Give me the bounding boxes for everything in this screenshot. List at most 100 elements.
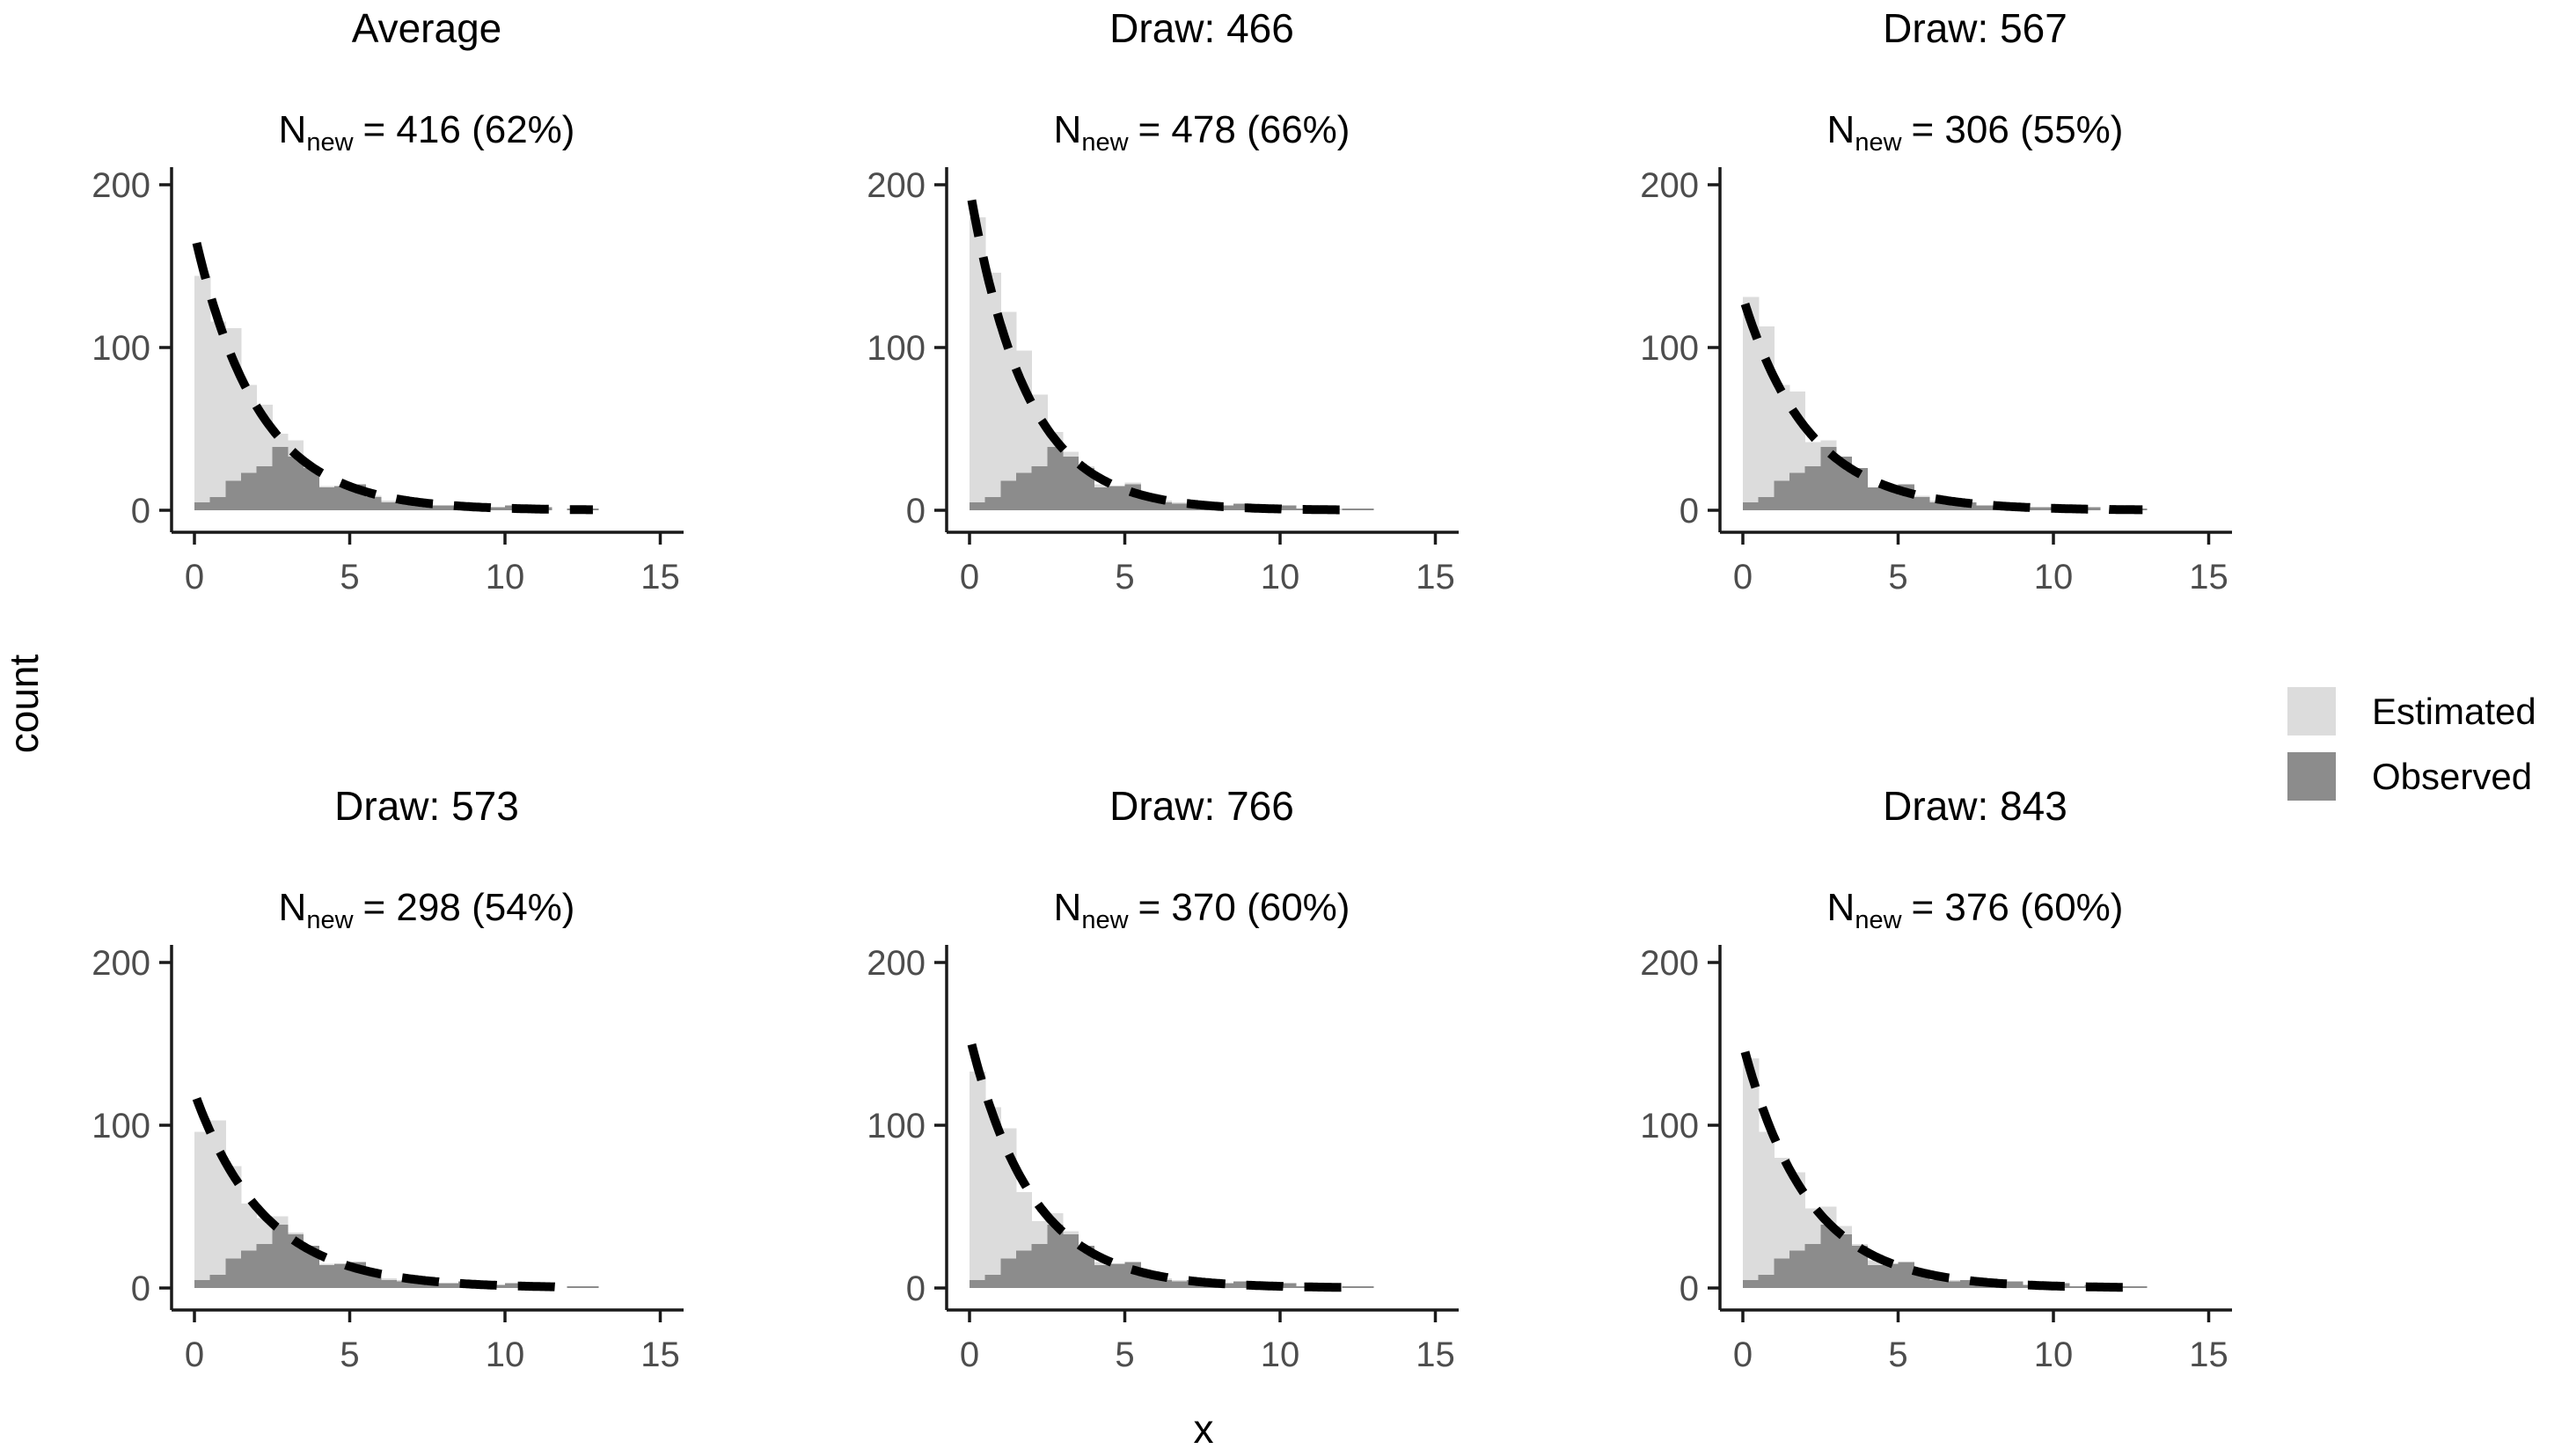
subtitle-n: N <box>1053 108 1082 151</box>
x-tick-label: 0 <box>960 1336 979 1374</box>
facet-title: Draw: 843 <box>1883 783 2067 829</box>
facet-plot: 0 100 200 0 5 10 15 <box>91 944 684 1374</box>
x-tick-label: 0 <box>960 558 979 596</box>
observed-bar <box>209 1275 226 1288</box>
observed-bar <box>1047 446 1064 510</box>
observed-bar <box>333 486 351 510</box>
x-tick-label: 15 <box>1416 558 1455 596</box>
observed-bar <box>1851 1245 1868 1288</box>
x-tick-label: 5 <box>340 558 359 596</box>
observed-bar <box>1928 501 1946 510</box>
observed-bar <box>489 507 506 510</box>
observed-bar <box>567 1286 583 1288</box>
observed-bar <box>1280 505 1297 510</box>
observed-bar <box>240 1250 258 1288</box>
observed-bar <box>318 487 335 510</box>
x-tick-label: 5 <box>340 1336 359 1374</box>
x-tick-label: 10 <box>486 1336 525 1374</box>
legend-item-observed: Observed <box>2287 752 2536 801</box>
observed-bar <box>1851 467 1868 510</box>
observed-bar <box>1758 1275 1775 1288</box>
observed-bar <box>1804 466 1821 510</box>
x-tick-label: 15 <box>2189 558 2228 596</box>
y-tick-label: 100 <box>91 329 150 368</box>
subtitle-n: N <box>1826 886 1855 929</box>
observed-bar <box>2038 507 2054 510</box>
x-axis-title: x <box>1193 1406 1214 1449</box>
estimated-bar <box>194 1131 211 1288</box>
observed-bar <box>1944 503 1961 510</box>
y-tick-label: 100 <box>867 329 926 368</box>
observed-bar <box>1233 503 1250 510</box>
observed-bar <box>1882 1263 1899 1288</box>
estimated-bar <box>984 272 1001 510</box>
x-tick-label: 0 <box>1733 558 1753 596</box>
observed-bar <box>1774 1258 1790 1288</box>
estimated-bars <box>970 217 1358 510</box>
observed-bar <box>1171 503 1188 510</box>
subtitle-subscript: new <box>306 906 354 934</box>
observed-bar <box>1774 480 1790 510</box>
density-curve <box>1740 1050 2141 1292</box>
x-tick-label: 5 <box>1888 558 1907 596</box>
facet-subtitle: Nnew = 376 (60%) <box>1623 885 2327 933</box>
x-tick-label: 0 <box>185 558 204 596</box>
subtitle-subscript: new <box>1081 906 1129 934</box>
y-tick-label: 0 <box>131 492 150 531</box>
y-tick-label: 0 <box>1680 492 1699 531</box>
subtitle-value: = 306 (55%) <box>1911 108 2124 151</box>
observed-bar <box>1015 1250 1033 1288</box>
subtitle-value: = 370 (60%) <box>1138 886 1350 929</box>
observed-bar <box>1047 1224 1064 1288</box>
estimated-bar <box>1743 1058 1760 1288</box>
subtitle-value: = 478 (66%) <box>1138 108 1350 151</box>
estimated-bar <box>1000 311 1017 510</box>
observed-bar <box>209 497 226 510</box>
observed-bar <box>1789 472 1806 510</box>
subtitle-value: = 376 (60%) <box>1911 886 2124 929</box>
facet-panel-draw-466: Draw: 466 Nnew = 478 (66%) 0 100 200 0 5 10 15 <box>776 0 1550 739</box>
legend: Estimated Observed <box>2287 687 2536 817</box>
y-tick-label: 0 <box>906 492 926 531</box>
observed-bar <box>2068 1286 2085 1288</box>
observed-bar <box>1109 1263 1126 1288</box>
density-curve <box>967 1043 1356 1292</box>
observed-bar <box>380 501 398 510</box>
legend-swatch-estimated-icon <box>2287 687 2336 735</box>
legend-label-observed: Observed <box>2372 755 2533 797</box>
facet-plot: 0 100 200 0 5 10 15 <box>1640 166 2232 596</box>
observed-bar <box>256 1244 273 1288</box>
observed-bar <box>1758 497 1775 510</box>
x-tick-label: 10 <box>2034 1336 2074 1374</box>
density-curve <box>1740 302 2143 515</box>
facet-plot: 0 100 200 0 5 10 15 <box>867 166 1459 596</box>
observed-bar <box>1015 472 1033 510</box>
observed-bar <box>225 480 242 510</box>
estimated-bar <box>984 1107 1001 1288</box>
observed-bar <box>1000 1258 1017 1288</box>
observed-bar <box>1928 1279 1946 1288</box>
observed-bar <box>1789 1250 1806 1288</box>
observed-bar <box>1078 467 1094 510</box>
observed-bar <box>984 1275 1001 1288</box>
observed-bar <box>194 501 211 510</box>
y-tick-label: 100 <box>1640 329 1699 368</box>
observed-bar <box>365 1275 382 1288</box>
observed-bar <box>1171 1281 1188 1288</box>
y-tick-label: 0 <box>1680 1270 1699 1308</box>
facet-plot: 0 100 200 0 5 10 15 <box>867 944 1459 1374</box>
legend-item-estimated: Estimated <box>2287 687 2536 735</box>
observed-bar <box>240 472 258 510</box>
observed-bar <box>1342 509 1358 510</box>
observed-bar <box>1062 456 1079 510</box>
facet-plot: 0 100 200 0 5 10 15 <box>1640 944 2232 1374</box>
observed-bar <box>505 1283 522 1288</box>
legend-label-estimated: Estimated <box>2372 690 2536 732</box>
facet-title: Draw: 573 <box>334 783 519 829</box>
legend-swatch-observed-icon <box>2287 752 2336 801</box>
axes: 0 100 200 0 5 10 15 <box>867 166 1459 596</box>
observed-bar <box>1094 487 1110 510</box>
subtitle-value: = 416 (62%) <box>362 108 575 151</box>
observed-bar <box>1914 1275 1930 1288</box>
observed-bar <box>396 503 413 510</box>
